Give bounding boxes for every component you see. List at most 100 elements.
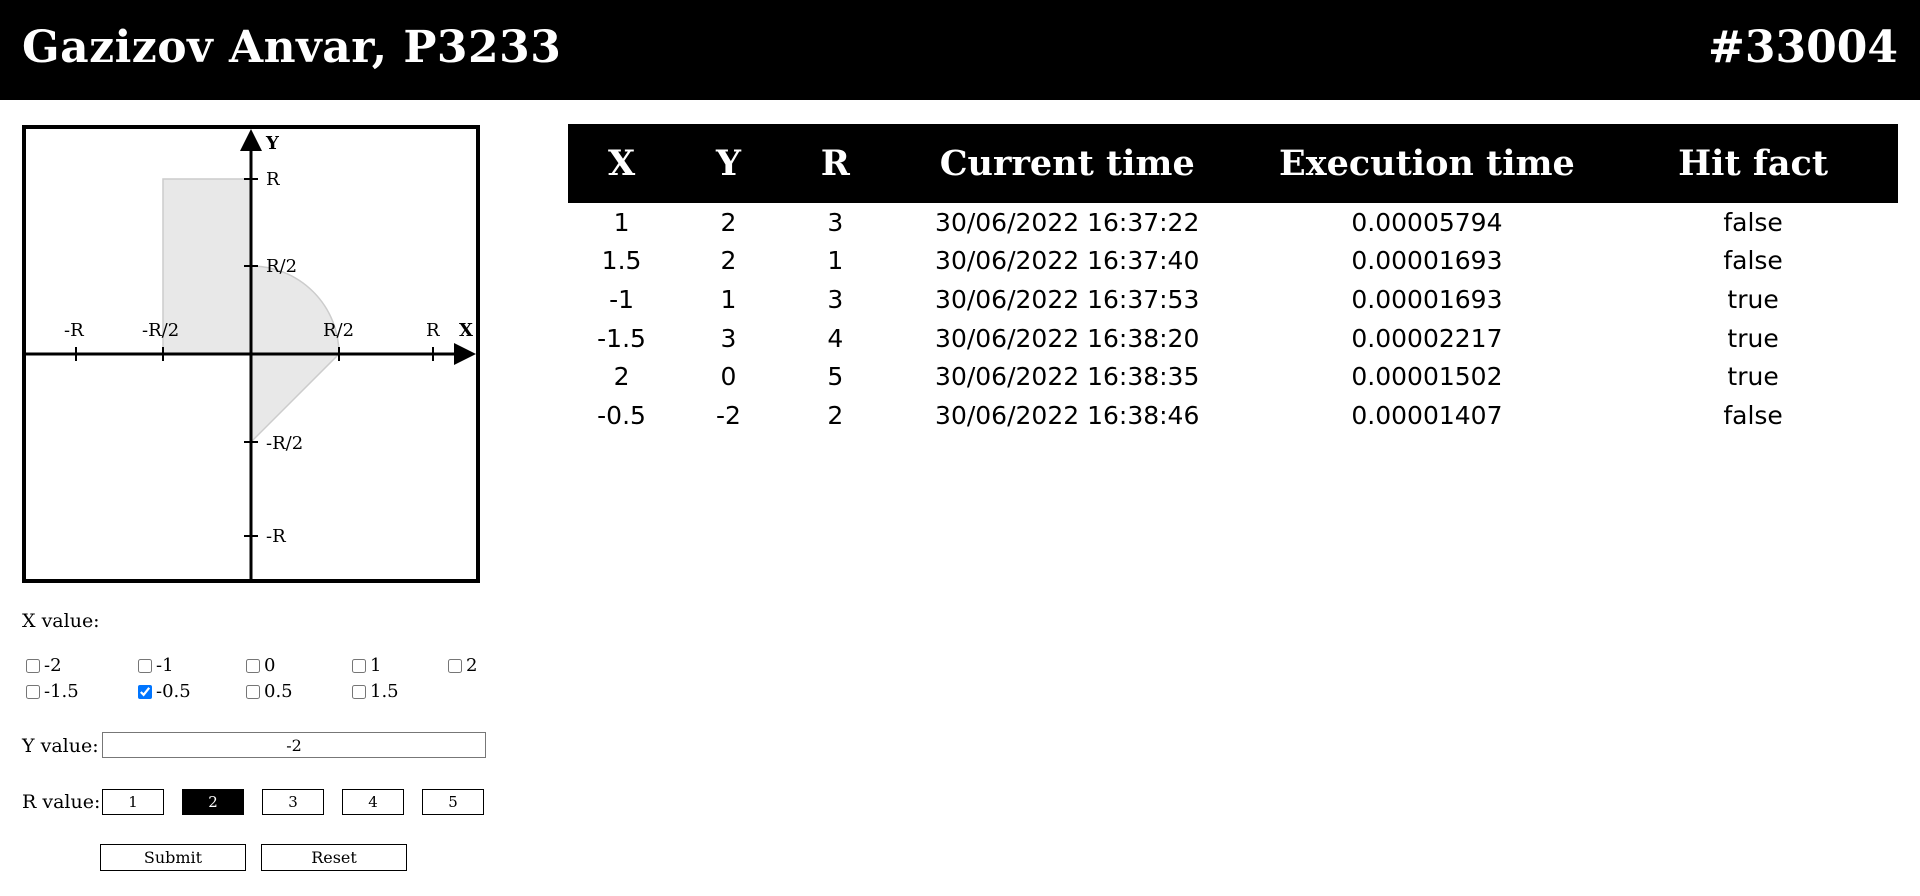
table-cell: 3 (720, 323, 737, 353)
x-option[interactable]: -0.5 (138, 681, 191, 702)
x-checkbox[interactable] (138, 684, 152, 699)
label-x-neg-half-r: -R/2 (142, 320, 179, 341)
table-row: 2 0 5 30/06/2022 16:38:35 0.00001502 true (568, 357, 1898, 396)
x-axis-label: X (459, 320, 473, 341)
label-x-r: R (426, 320, 440, 341)
table-cell: -2 (716, 400, 741, 430)
r-value-label: R value: (22, 791, 101, 813)
x-option[interactable]: -2 (26, 655, 62, 676)
table-cell: true (1727, 362, 1779, 392)
graph-area[interactable]: Y X R R/2 -R/2 -R -R -R/2 R/2 R (22, 125, 480, 583)
table-cell: 5 (827, 362, 844, 392)
x-checkbox[interactable] (352, 684, 366, 699)
r-button-3[interactable]: 3 (262, 789, 324, 815)
r-button-2[interactable]: 2 (182, 789, 244, 815)
col-header-x: X (607, 143, 636, 184)
table-row: 1.5 2 1 30/06/2022 16:37:40 0.00001693 false (568, 242, 1898, 281)
x-checkbox[interactable] (246, 684, 260, 699)
table-cell: 1 (827, 246, 844, 276)
x-checkbox[interactable] (448, 658, 462, 673)
table-cell: 2 (827, 400, 844, 430)
table-cell: 0.00001693 (1351, 284, 1503, 314)
label-x-neg-r: -R (64, 320, 84, 341)
y-axis-label: Y (265, 133, 280, 154)
student-name: Gazizov Anvar, P3233 (22, 22, 562, 73)
table-cell: 1 (720, 284, 737, 314)
table-cell: 2 (613, 362, 630, 392)
table-cell: 0.00001502 (1351, 362, 1503, 392)
x-checkbox[interactable] (26, 684, 40, 699)
area-rectangle (162, 178, 252, 355)
table-cell: 30/06/2022 16:38:20 (935, 323, 1200, 353)
table-cell: true (1727, 323, 1779, 353)
label-y-neg-r: -R (266, 526, 286, 547)
r-button-1[interactable]: 1 (102, 789, 164, 815)
table-cell: 30/06/2022 16:38:35 (935, 362, 1200, 392)
table-cell: 30/06/2022 16:37:53 (935, 284, 1200, 314)
x-value-label: X value: (22, 610, 100, 632)
table-body: 1 2 3 30/06/2022 16:37:22 0.00005794 false 1.5… (568, 203, 1898, 435)
label-y-neg-half-r: -R/2 (266, 433, 303, 454)
r-button-5[interactable]: 5 (422, 789, 484, 815)
x-checkbox[interactable] (26, 658, 40, 673)
table-cell: 3 (827, 207, 844, 237)
table-cell: 0.00001407 (1351, 400, 1503, 430)
x-checkbox[interactable] (246, 658, 260, 673)
reset-button[interactable]: Reset (261, 844, 407, 871)
y-value-input[interactable] (102, 732, 486, 758)
table-cell: -1.5 (597, 323, 646, 353)
x-option[interactable]: -1 (138, 655, 174, 676)
table-row: 1 2 3 30/06/2022 16:37:22 0.00005794 false (568, 203, 1898, 242)
r-button-4[interactable]: 4 (342, 789, 404, 815)
x-option[interactable]: 0 (246, 655, 275, 676)
y-value-label: Y value: (22, 735, 99, 757)
table-cell: 30/06/2022 16:37:22 (935, 207, 1200, 237)
page-header: Gazizov Anvar, P3233 #33004 (0, 0, 1920, 100)
submit-button[interactable]: Submit (100, 844, 246, 871)
variant-number: #33004 (1708, 22, 1898, 73)
table-cell: false (1723, 246, 1783, 276)
col-header-current-time: Current time (939, 143, 1195, 184)
x-option[interactable]: 1 (352, 655, 381, 676)
label-x-half-r: R/2 (323, 320, 354, 341)
table-row: -1.5 3 4 30/06/2022 16:38:20 0.00002217 true (568, 319, 1898, 358)
table-cell: 2 (720, 246, 737, 276)
table-row: -1 1 3 30/06/2022 16:37:53 0.00001693 true (568, 280, 1898, 319)
table-cell: 30/06/2022 16:37:40 (935, 246, 1200, 276)
results-table: X Y R Current time Execution time Hit fa… (568, 124, 1898, 435)
x-option[interactable]: 0.5 (246, 681, 293, 702)
table-cell: -1 (609, 284, 635, 314)
table-cell: 1 (613, 207, 630, 237)
table-header-row: X Y R Current time Execution time Hit fa… (568, 124, 1898, 203)
table-cell: 0.00005794 (1351, 207, 1503, 237)
table-cell: 0.00001693 (1351, 246, 1503, 276)
col-header-y: Y (716, 143, 741, 184)
x-checkbox[interactable] (352, 658, 366, 673)
x-checkbox[interactable] (138, 658, 152, 673)
col-header-r: R (820, 143, 850, 184)
table-cell: 30/06/2022 16:38:46 (935, 400, 1200, 430)
table-cell: true (1727, 284, 1779, 314)
table-row: -0.5 -2 2 30/06/2022 16:38:46 0.00001407 fals… (568, 396, 1898, 435)
table-cell: false (1723, 207, 1783, 237)
x-option[interactable]: 2 (448, 655, 477, 676)
x-option[interactable]: 1.5 (352, 681, 399, 702)
table-cell: 1.5 (601, 246, 642, 276)
label-y-r: R (266, 169, 280, 190)
table-cell: 4 (827, 323, 844, 353)
col-header-execution-time: Execution time (1279, 143, 1575, 184)
label-y-half-r: R/2 (266, 256, 297, 277)
x-option[interactable]: -1.5 (26, 681, 79, 702)
table-cell: 2 (720, 207, 737, 237)
y-axis-arrow (240, 129, 262, 151)
table-cell: false (1723, 400, 1783, 430)
area-quarter-circle (250, 265, 340, 355)
table-cell: -0.5 (597, 400, 646, 430)
table-cell: 0.00002217 (1351, 323, 1503, 353)
area-triangle (250, 353, 341, 444)
coordinate-plane[interactable]: Y X R R/2 -R/2 -R -R -R/2 R/2 R (26, 129, 476, 579)
col-header-hit-fact: Hit fact (1678, 143, 1829, 184)
table-cell: 0 (720, 362, 737, 392)
x-axis-arrow (454, 343, 476, 365)
table-cell: 3 (827, 284, 844, 314)
